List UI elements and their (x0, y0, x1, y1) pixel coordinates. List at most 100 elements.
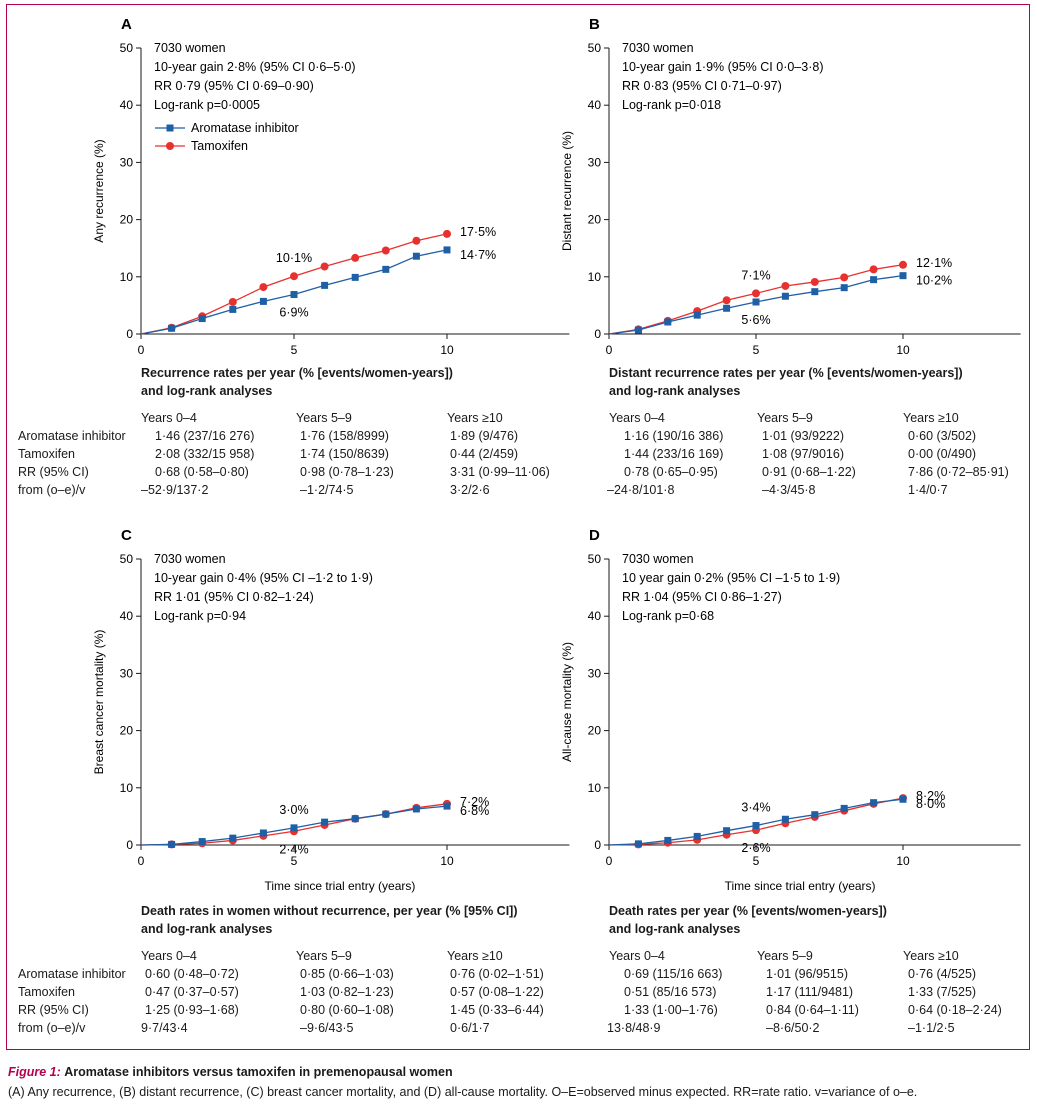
point-ai-a (259, 297, 267, 305)
info-line-d: Log-rank p=0·68 (622, 609, 714, 623)
table-cell-a: 3·2/2·6 (450, 483, 490, 497)
legend-label-a: Aromatase inhibitor (191, 121, 299, 135)
table-cell-d: 1·33 (1·00–1·76) (624, 1003, 718, 1017)
table-cell-b: 0·60 (3/502) (908, 429, 977, 443)
x-tick-label-a: 10 (440, 343, 454, 357)
point-tam-b (899, 260, 907, 269)
table-cell-d: 0·69 (115/16 663) (624, 967, 723, 981)
point-ai-c (259, 829, 267, 837)
table-title-d: Death rates per year (% [events/women-ye… (609, 904, 887, 918)
y-tick-label-c: 40 (120, 609, 134, 623)
table-title-d: and log-rank analyses (609, 922, 741, 936)
point-ai-d (664, 836, 672, 844)
table-cell-c: 1·03 (0·82–1·23) (300, 985, 394, 999)
row-label: Aromatase inhibitor (18, 967, 126, 981)
table-cell-c: 1·45 (0·33–6·44) (450, 1003, 544, 1017)
col-head-c: Years 0–4 (141, 949, 197, 963)
point-ai-b (899, 272, 907, 280)
y-tick-label-b: 0 (594, 327, 601, 341)
table-cell-a: –52·9/137·2 (141, 483, 209, 497)
data-label-d: 8·2% (916, 789, 945, 803)
point-ai-c (229, 834, 237, 842)
legend-marker-ai (166, 124, 174, 132)
data-label-c: 2·4% (279, 842, 308, 856)
data-label-a: 14·7% (460, 248, 496, 262)
row-label: RR (95% CI) (18, 1003, 89, 1017)
panel-letter-a: A (121, 16, 132, 33)
x-tick-label-b: 10 (896, 343, 910, 357)
y-axis-label-b: Distant recurrence (%) (560, 131, 574, 251)
point-ai-a (321, 281, 329, 289)
table-cell-a: –1·2/74·5 (300, 483, 354, 497)
table-cell-a: 2·08 (332/15 958) (155, 447, 255, 461)
table-cell-b: 1·16 (190/16 386) (624, 429, 724, 443)
x-tick-label-d: 0 (606, 854, 613, 868)
x-tick-label-c: 5 (291, 854, 298, 868)
point-ai-c (412, 805, 420, 813)
point-tam-b (840, 273, 849, 282)
y-axis-label-c: Breast cancer mortality (%) (92, 630, 106, 775)
point-ai-b (781, 292, 789, 300)
table-cell-a: 1·74 (150/8639) (300, 447, 389, 461)
y-tick-label-d: 30 (588, 666, 602, 680)
table-title-a: Recurrence rates per year (% [events/wom… (141, 366, 453, 380)
col-head-a: Years ≥10 (447, 411, 503, 425)
x-tick-label-b: 0 (606, 343, 613, 357)
info-line-c: RR 1·01 (95% CI 0·82–1·24) (154, 590, 314, 604)
y-tick-label-c: 30 (120, 666, 134, 680)
table-cell-b: 1·44 (233/16 169) (624, 447, 724, 461)
table-cell-a: 1·46 (237/16 276) (155, 429, 255, 443)
y-tick-label-a: 10 (120, 270, 134, 284)
x-tick-label-d: 10 (896, 854, 910, 868)
point-ai-d (840, 804, 848, 812)
x-tick-label-b: 5 (753, 343, 760, 357)
table-cell-c: 0·47 (0·37–0·57) (145, 985, 239, 999)
point-ai-a (351, 273, 359, 281)
point-ai-c (198, 838, 206, 846)
point-tam-a (320, 262, 329, 271)
data-label-d: 3·4% (741, 801, 770, 815)
col-head-a: Years 5–9 (296, 411, 352, 425)
y-tick-label-c: 0 (126, 838, 133, 852)
point-ai-b (723, 304, 731, 312)
y-tick-label-b: 30 (588, 155, 602, 169)
legend-marker-tam (166, 142, 174, 150)
y-tick-label-c: 50 (120, 552, 134, 566)
table-cell-c: 0·76 (0·02–1·51) (450, 967, 544, 981)
point-ai-b (811, 288, 819, 296)
table-cell-b: 1·4/0·7 (908, 483, 948, 497)
info-line-c: 7030 women (154, 552, 226, 566)
point-ai-a (382, 265, 390, 273)
col-head-d: Years ≥10 (903, 949, 959, 963)
y-tick-label-b: 20 (588, 213, 602, 227)
info-line-c: Log-rank p=0·94 (154, 609, 246, 623)
point-tam-a (351, 253, 360, 262)
point-tam-a (259, 283, 268, 292)
data-label-a: 6·9% (279, 306, 308, 320)
point-tam-a (228, 297, 237, 306)
y-tick-label-d: 40 (588, 609, 602, 623)
point-tam-b (810, 277, 819, 286)
x-tick-label-a: 0 (138, 343, 145, 357)
y-tick-label-d: 0 (594, 838, 601, 852)
table-cell-c: 0·6/1·7 (450, 1021, 490, 1035)
table-cell-c: 0·60 (0·48–0·72) (145, 967, 239, 981)
table-cell-d: 0·84 (0·64–1·11) (766, 1003, 859, 1017)
point-tam-b (752, 289, 760, 298)
table-cell-d: 0·76 (4/525) (908, 967, 977, 981)
table-cell-b: –4·3/45·8 (762, 483, 816, 497)
col-head-c: Years 5–9 (296, 949, 352, 963)
x-tick-label-d: 5 (753, 854, 760, 868)
table-cell-a: 0·68 (0·58–0·80) (155, 465, 249, 479)
table-title-a: and log-rank analyses (141, 384, 273, 398)
col-head-b: Years 0–4 (609, 411, 665, 425)
point-ai-b (634, 326, 642, 334)
table-title-c: Death rates in women without recurrence,… (141, 904, 518, 918)
data-label-b: 5·6% (741, 313, 770, 327)
table-cell-c: 9·7/43·4 (141, 1021, 188, 1035)
point-ai-b (840, 284, 848, 292)
y-tick-label-d: 50 (588, 552, 602, 566)
x-tick-label-c: 10 (440, 854, 454, 868)
table-cell-a: 3·31 (0·99–11·06) (450, 465, 550, 479)
info-line-b: RR 0·83 (95% CI 0·71–0·97) (622, 79, 782, 93)
